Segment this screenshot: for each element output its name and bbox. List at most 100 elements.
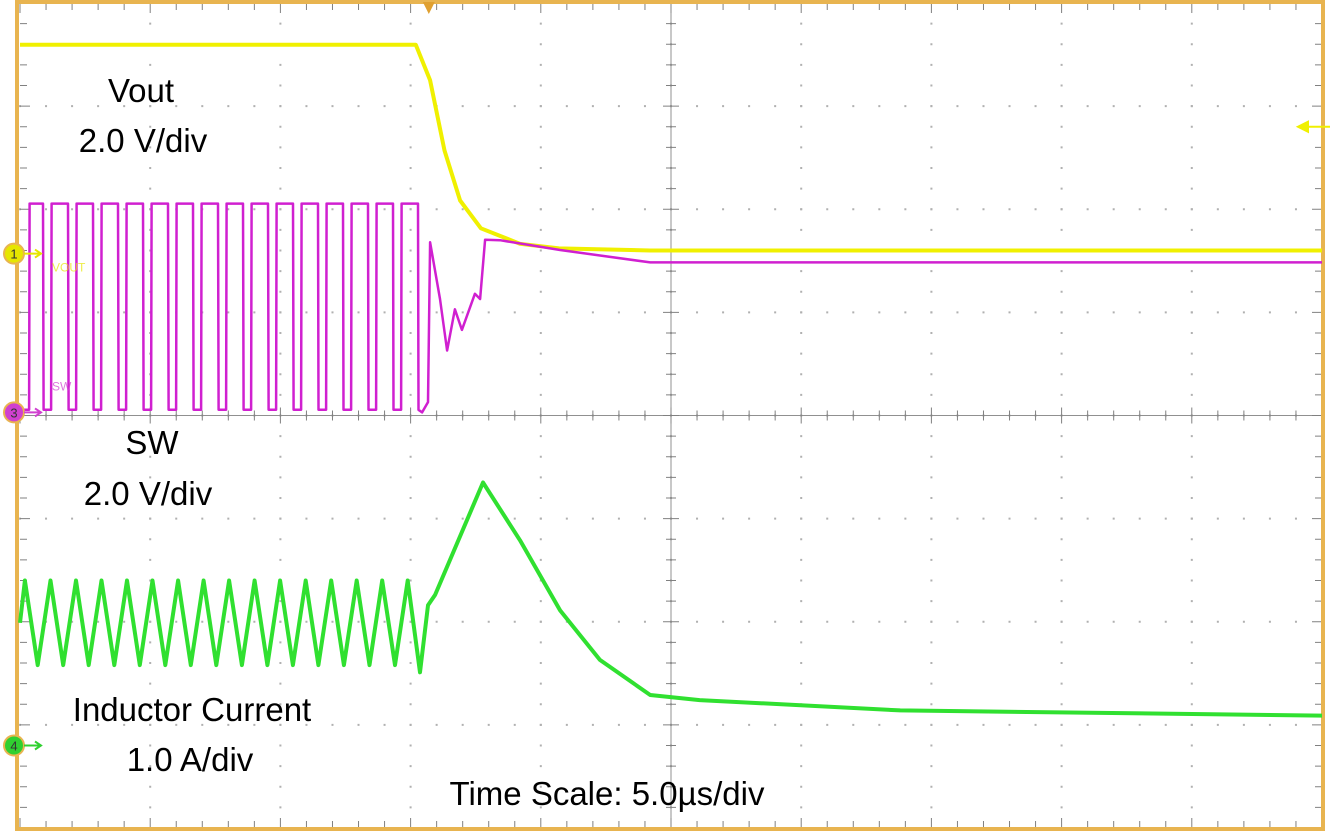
grid-dot	[930, 228, 933, 231]
grid-dot	[227, 517, 230, 520]
grid-dot	[1164, 620, 1167, 623]
grid-dot	[722, 105, 725, 108]
grid-dot	[539, 435, 542, 438]
grid-dot	[149, 579, 152, 582]
grid-dot	[71, 208, 74, 211]
grid-dot	[279, 517, 282, 520]
grid-dot	[930, 538, 933, 541]
inductor-current-scale-label: 1.0 A/div	[126, 741, 254, 778]
grid-dot	[617, 723, 620, 726]
grid-dot	[279, 105, 282, 108]
grid-dot	[539, 105, 542, 108]
grid-dot	[1138, 105, 1141, 108]
grid-dot	[149, 662, 152, 664]
grid-dot	[1242, 620, 1245, 623]
grid-dot	[696, 105, 699, 108]
grid-dot	[643, 723, 646, 726]
grid-dot	[1190, 228, 1193, 231]
grid-dot	[409, 187, 412, 190]
grid-dot	[461, 208, 464, 211]
grid-dot	[279, 476, 282, 479]
grid-dot	[149, 22, 152, 25]
grid-dot	[409, 703, 412, 706]
grid-dot	[1294, 723, 1297, 726]
channel-1-number: 1	[10, 247, 17, 262]
grid-dot	[149, 517, 152, 520]
grid-dot	[1060, 311, 1063, 314]
grid-dot	[71, 311, 74, 314]
grid-dot	[1060, 662, 1063, 664]
grid-dot	[1190, 662, 1193, 664]
grid-dot	[539, 558, 542, 561]
trigger-level-icon	[1295, 120, 1330, 134]
grid-dot	[1112, 620, 1115, 623]
grid-dot	[149, 620, 152, 623]
grid-dot	[1190, 311, 1193, 314]
grid-dot	[149, 125, 152, 128]
grid-dot	[279, 146, 282, 149]
grid-dot	[1190, 167, 1193, 169]
grid-dot	[800, 435, 803, 438]
grid-dot	[852, 105, 855, 108]
grid-dot	[1060, 332, 1063, 334]
grid-dot	[930, 43, 933, 46]
grid-dot	[1190, 558, 1193, 561]
grid-dot	[149, 723, 152, 726]
grid-dot	[487, 105, 490, 108]
grid-dot	[1060, 538, 1063, 541]
trace-vout	[20, 42, 1322, 253]
grid-dot	[1164, 208, 1167, 211]
grid-dot	[45, 311, 48, 314]
grid-dot	[539, 682, 542, 685]
grid-dot	[253, 723, 256, 726]
grid-dot	[930, 84, 933, 87]
grid-dot	[1060, 228, 1063, 231]
grid-dot	[800, 311, 803, 314]
grid-dot	[279, 167, 282, 169]
grid-dot	[800, 332, 803, 334]
grid-dot	[800, 270, 803, 273]
grid-dot	[201, 620, 204, 623]
grid-dot	[1060, 455, 1063, 458]
grid-dot	[409, 497, 412, 499]
grid-dot	[539, 744, 542, 747]
grid-dot	[123, 208, 126, 211]
grid-dot	[930, 63, 933, 66]
grid-dot	[539, 497, 542, 499]
grid-dot	[930, 146, 933, 149]
grid-dot	[305, 517, 308, 520]
grid-dot	[800, 641, 803, 644]
grid-dot	[1060, 208, 1063, 211]
grid-dot	[1242, 208, 1245, 211]
grid-dot	[123, 723, 126, 726]
grid-dot	[956, 208, 959, 211]
grid-dot	[1008, 105, 1011, 108]
grid-dot	[800, 723, 803, 726]
grid-dot	[279, 703, 282, 706]
grid-dot	[1138, 723, 1141, 726]
grid-dot	[878, 208, 881, 211]
grid-dot	[539, 476, 542, 479]
inductor-current-label: Inductor Current	[72, 691, 312, 728]
grid-dot	[1086, 311, 1089, 314]
grid-dot	[1216, 723, 1219, 726]
grid-dot	[800, 620, 803, 623]
grid-dot	[696, 311, 699, 314]
grid-dot	[1216, 208, 1219, 211]
grid-dot	[279, 600, 282, 603]
grid-dot	[1190, 435, 1193, 438]
grid-dot	[97, 620, 100, 623]
grid-dot	[305, 620, 308, 623]
grid-dot	[409, 806, 412, 809]
grid-dot	[279, 558, 282, 561]
grid-dot	[1138, 620, 1141, 623]
grid-dot	[305, 208, 308, 211]
grid-dot	[591, 208, 594, 211]
grid-dot	[253, 517, 256, 520]
grid-dot	[565, 105, 568, 108]
grid-dot	[357, 311, 360, 314]
grid-dot	[383, 208, 386, 211]
grid-dot	[1138, 311, 1141, 314]
grid-dot	[1060, 641, 1063, 644]
grid-dot	[409, 125, 412, 128]
